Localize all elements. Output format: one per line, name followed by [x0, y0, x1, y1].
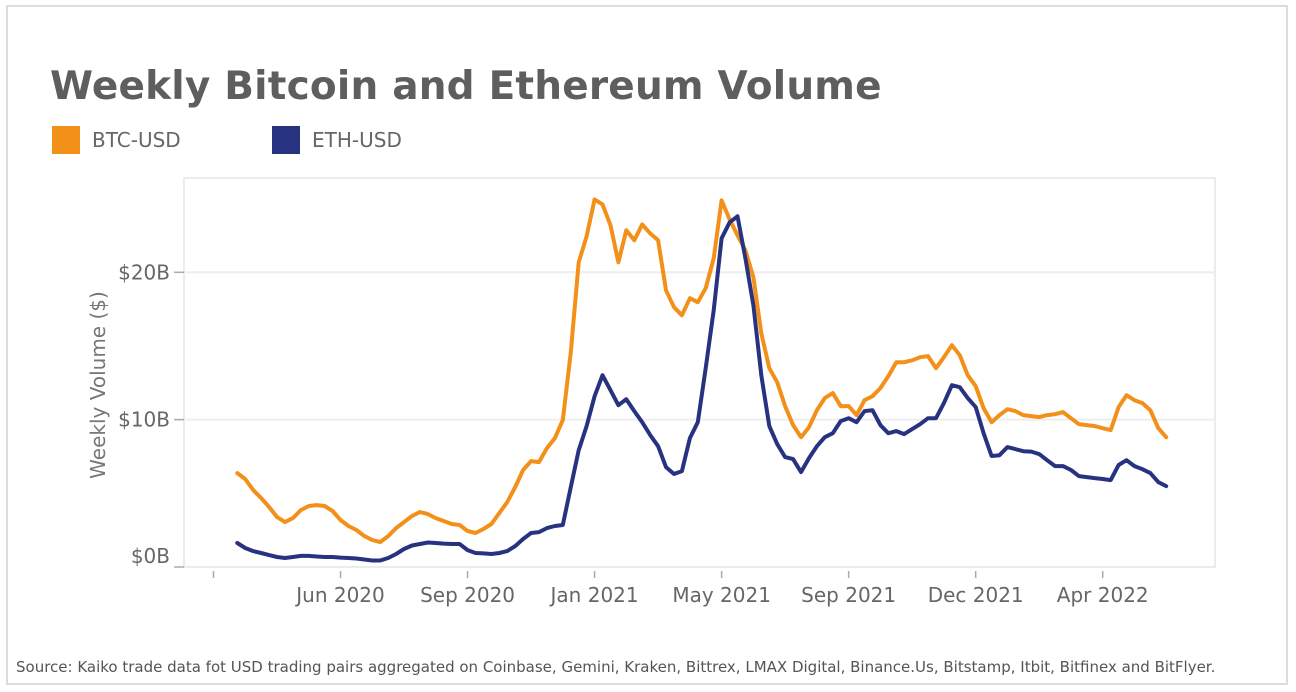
series-line-btc-usd	[235, 197, 1169, 545]
x-tick-label: Apr 2022	[1057, 583, 1149, 607]
x-tick-label: Jun 2020	[294, 583, 385, 607]
legend-item-eth: ETH-USD	[272, 126, 402, 154]
chart-title: Weekly Bitcoin and Ethereum Volume	[50, 64, 882, 109]
source-note: Source: Kaiko trade data fot USD trading…	[16, 658, 1216, 676]
y-tick-label: $10B	[118, 408, 170, 432]
legend-swatch-eth	[272, 126, 300, 154]
legend-label-eth: ETH-USD	[312, 128, 402, 152]
legend-item-btc: BTC-USD	[52, 126, 181, 154]
x-tick-label: Sep 2021	[801, 583, 896, 607]
x-tick-label: Dec 2021	[928, 583, 1024, 607]
legend-swatch-btc	[52, 126, 80, 154]
y-tick-label: $20B	[118, 260, 170, 284]
legend-label-btc: BTC-USD	[92, 128, 181, 152]
x-tick-label: May 2021	[672, 583, 771, 607]
chart-frame	[6, 5, 1288, 685]
y-tick-label: $0B	[131, 544, 170, 568]
plot-area	[183, 177, 1216, 568]
series-line-eth-usd	[235, 214, 1169, 563]
x-tick-label: Sep 2020	[420, 583, 515, 607]
y-axis-title: Weekly Volume ($)	[86, 291, 110, 479]
x-tick-label: Jan 2021	[549, 583, 639, 607]
